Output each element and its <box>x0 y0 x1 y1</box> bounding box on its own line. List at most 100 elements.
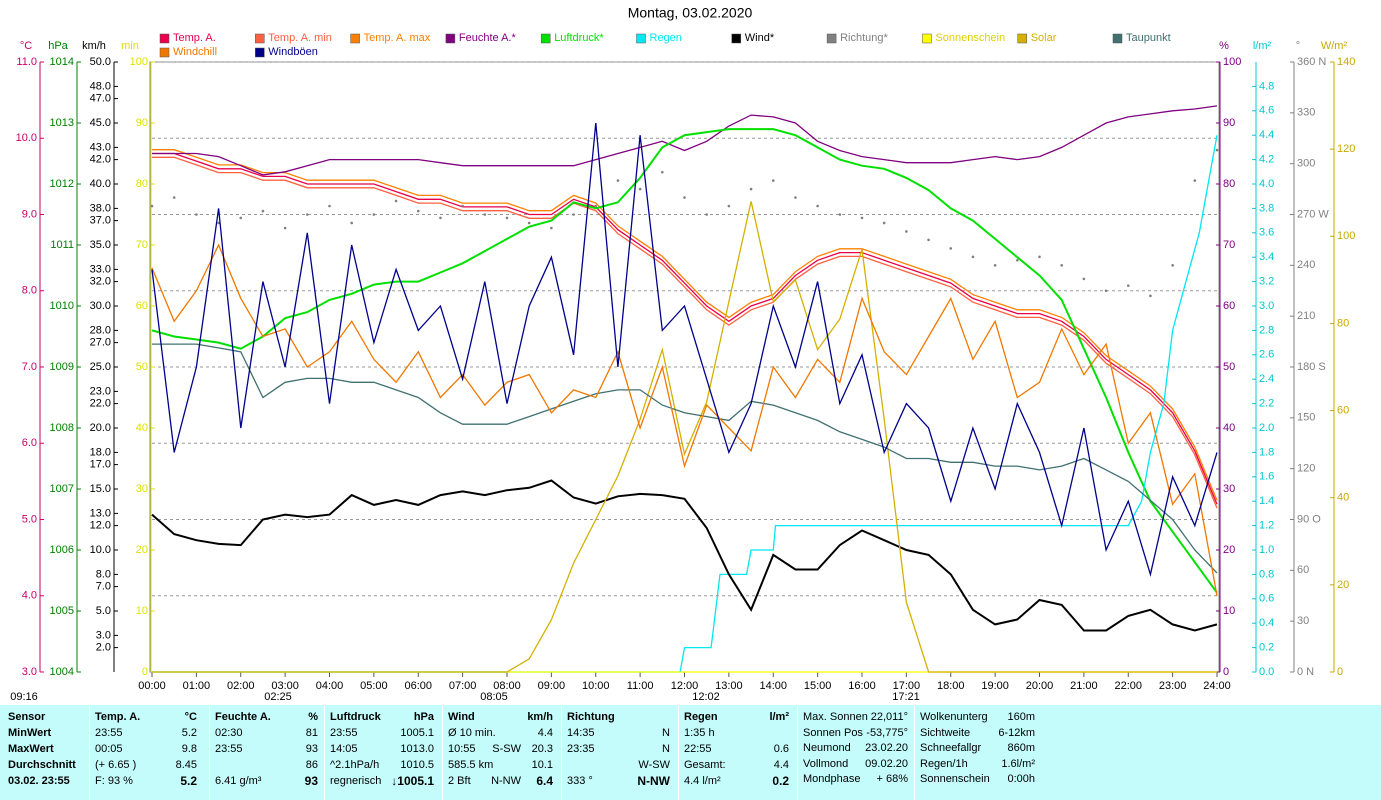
cell-mid: N-NW <box>491 775 521 787</box>
series-line <box>152 105 1218 176</box>
cell-left: F: 93 % <box>95 775 133 787</box>
direction-dot <box>372 213 376 216</box>
direction-dot <box>971 255 975 259</box>
y-tick-label: 180 S <box>1297 361 1326 373</box>
y-tick-label: 70 <box>1223 239 1235 251</box>
legend-label: Temp. A. <box>173 32 216 44</box>
cell-right: W-SW <box>638 759 670 771</box>
cell-right: 81 <box>305 727 318 739</box>
y-tick-label: 1.8 <box>1259 446 1274 458</box>
cell-left: 22:55 <box>684 743 712 755</box>
cell-left: 02:30 <box>215 727 243 739</box>
cell-right: 0.6 <box>773 743 789 755</box>
y-tick-label: 100 <box>1337 230 1355 242</box>
legend-swatch <box>731 33 742 44</box>
direction-dot <box>661 170 664 174</box>
direction-dot <box>1215 148 1219 152</box>
x-tick-label: 07:00 <box>449 680 477 692</box>
chart: Montag, 03.02.2020 °C3.04.05.06.07.08.09… <box>10 5 1355 703</box>
y-tick-label: 7.0 <box>96 581 111 593</box>
direction-dot <box>416 209 420 213</box>
direction-dot <box>993 264 997 267</box>
x-tick-label: 06:00 <box>404 680 432 692</box>
y-tick-label: 28.0 <box>90 324 111 336</box>
y-tick-label: 1.6 <box>1259 471 1274 483</box>
column-unit: % <box>308 711 318 723</box>
y-tick-label: 27.0 <box>90 337 111 349</box>
legend-label: Temp. A. min <box>268 32 332 44</box>
series-line <box>152 135 1218 673</box>
y-tick-label: 1006 <box>50 544 74 556</box>
y-tick-label: 20 <box>1337 579 1349 591</box>
direction-dot <box>239 216 243 220</box>
y-tick-label: 1007 <box>50 483 74 495</box>
cell-left: (+ 6.65 ) <box>95 759 137 771</box>
y-tick-label: 17.0 <box>90 459 111 471</box>
column-title: Regen <box>684 711 718 723</box>
x-tick-label: 05:00 <box>360 680 388 692</box>
cell-right: 0.2 <box>772 774 789 788</box>
cell-right: -53,775° <box>866 726 908 739</box>
x-tick-label: 23:00 <box>1159 680 1187 692</box>
direction-dot <box>261 209 265 213</box>
direction-dot <box>572 213 575 216</box>
cell-right: 93 <box>305 743 318 755</box>
y-tick-label: 80 <box>136 178 148 190</box>
axis-unit: W/m² <box>1321 40 1348 52</box>
cell-right: 09.02.20 <box>865 757 908 770</box>
y-tick-label: 47.0 <box>90 93 111 105</box>
y-tick-label: 210 <box>1297 310 1315 322</box>
y-tick-label: 100 <box>130 56 148 68</box>
y-tick-label: 0.6 <box>1259 593 1274 605</box>
cell-right: 860m <box>1007 742 1035 755</box>
axis-unit: % <box>1219 40 1229 52</box>
y-tick-label: 40 <box>1223 422 1235 434</box>
direction-dot <box>1082 277 1086 281</box>
y-tick-label: 90 <box>136 117 148 129</box>
y-tick-label: 10.0 <box>16 132 37 144</box>
y-tick-label: 3.0 <box>22 666 37 678</box>
y-tick-label: 18.0 <box>90 446 111 458</box>
column-unit: °C <box>184 711 197 723</box>
legend-label: Feuchte A.* <box>459 32 517 44</box>
y-tick-label: 42.0 <box>90 154 111 166</box>
axis-unit: °C <box>20 40 32 52</box>
cell-right: N <box>662 743 670 755</box>
cell-left: Max. Sonnen <box>803 711 868 723</box>
legend-label: Temp. A. max <box>364 32 431 44</box>
column-title: Richtung <box>567 711 615 723</box>
cell-right: 6-12km <box>998 726 1035 739</box>
legend-label: Windböen <box>268 46 318 58</box>
legend-swatch <box>159 47 170 58</box>
cell-right: 10.1 <box>531 759 553 771</box>
axis-unit: hPa <box>48 40 68 52</box>
y-tick-label: 4.4 <box>1259 129 1274 141</box>
x-tick-label: 20:00 <box>1026 680 1054 692</box>
y-tick-label: 9.0 <box>22 208 37 220</box>
y-tick-label: 50 <box>1223 361 1235 373</box>
legend-label: Sonnenschein <box>935 32 1005 44</box>
column-separator <box>678 705 679 800</box>
direction-dot <box>749 187 753 191</box>
x-tick-label: 09:00 <box>538 680 566 692</box>
x-tick-label: 13:00 <box>715 680 743 692</box>
series-line <box>151 128 1218 594</box>
series-layer <box>150 105 1219 673</box>
x-tick-label: 16:00 <box>848 680 876 692</box>
y-tick-label: 33.0 <box>90 263 111 275</box>
x-tick-label: 19:00 <box>981 680 1009 692</box>
cell-left: 00:05 <box>95 743 123 755</box>
direction-dot <box>816 204 819 208</box>
direction-dot <box>616 179 620 182</box>
direction-dot <box>705 213 708 216</box>
y-tick-label: 140 <box>1337 56 1355 68</box>
direction-dot <box>1016 258 1019 262</box>
column-separator <box>797 705 798 800</box>
direction-dot <box>1193 179 1197 182</box>
column-unit: km/h <box>527 711 553 723</box>
y-tick-label: 0 N <box>1297 666 1314 678</box>
direction-dot <box>594 204 598 208</box>
y-tick-label: 2.4 <box>1259 373 1274 385</box>
cell-right: N <box>662 727 670 739</box>
cell-left: Schneefallgr <box>920 742 982 755</box>
